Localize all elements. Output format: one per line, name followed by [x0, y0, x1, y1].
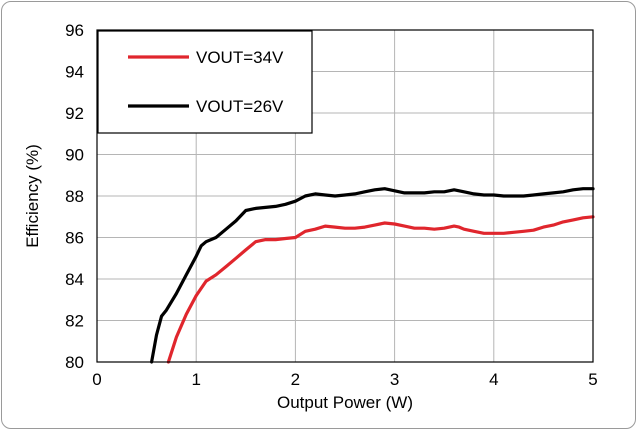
x-tick-label: 4: [489, 370, 498, 389]
x-tick-label: 1: [191, 370, 200, 389]
series-line-1: [166, 215, 595, 364]
x-tick-label: 3: [390, 370, 399, 389]
x-axis-label: Output Power (W): [277, 393, 413, 412]
legend-box: [97, 30, 313, 134]
y-tick-label: 92: [65, 104, 84, 123]
series-lines: [150, 187, 595, 364]
tick-labels: 0 1 2 3 4 5 80 82 84 86 88 90 92 94 96: [65, 21, 598, 389]
x-tick-label: 0: [92, 370, 101, 389]
legend-label: VOUT=26V: [196, 97, 284, 116]
y-tick-label: 82: [65, 312, 84, 331]
y-tick-label: 88: [65, 187, 84, 206]
y-tick-label: 80: [65, 353, 84, 372]
y-tick-label: 96: [65, 21, 84, 40]
y-tick-label: 84: [65, 270, 84, 289]
x-tick-label: 2: [291, 370, 300, 389]
y-tick-label: 86: [65, 229, 84, 248]
y-tick-label: 90: [65, 146, 84, 165]
series-line-2: [150, 187, 595, 364]
y-tick-label: 94: [65, 63, 84, 82]
x-tick-label: 5: [588, 370, 597, 389]
y-axis-label: Efficiency (%): [23, 144, 42, 248]
legend-label: VOUT=34V: [196, 48, 284, 67]
legend: VOUT=34V VOUT=26V: [97, 30, 313, 134]
plot-border: [96, 29, 594, 363]
